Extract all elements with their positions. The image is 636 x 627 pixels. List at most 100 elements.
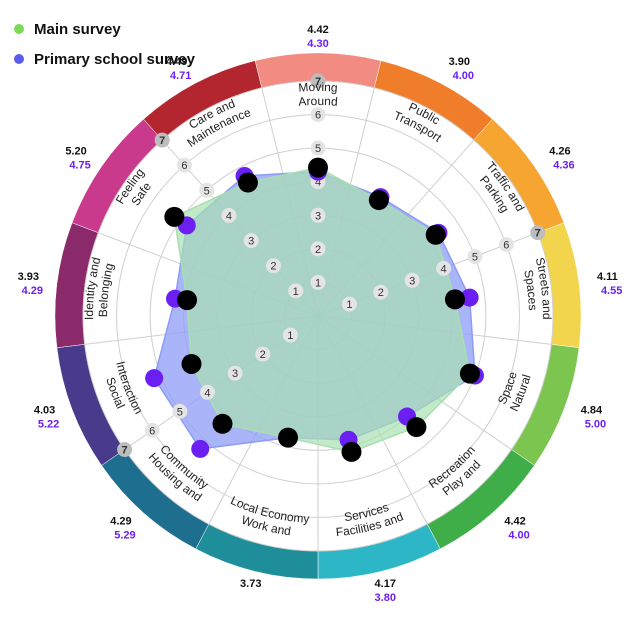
legend-swatch-main xyxy=(14,24,24,34)
scale-tick-label: 1 xyxy=(288,283,304,299)
main-value-label: 4.11 xyxy=(597,271,618,283)
main-point xyxy=(164,206,185,227)
value-label: 4.03 5.22 xyxy=(34,405,59,431)
primary-value-label: 5.29 xyxy=(114,529,135,541)
value-label: 4.49 4.71 xyxy=(166,56,191,82)
scale-tick-label: 5 xyxy=(467,248,483,264)
main-point xyxy=(237,172,258,193)
main-value-label: 4.29 xyxy=(110,515,131,527)
main-value-label: 4.26 xyxy=(549,145,570,157)
value-label: 4.29 5.29 xyxy=(110,515,135,541)
scale-tick-label: 6 xyxy=(176,157,192,173)
main-value-label: 3.90 xyxy=(449,56,470,68)
main-point xyxy=(177,290,198,311)
main-point xyxy=(212,413,233,434)
scale-tick-label: 6 xyxy=(310,107,326,123)
main-value-label: 4.42 xyxy=(307,24,328,36)
svg-text:3: 3 xyxy=(248,236,254,248)
svg-text:2: 2 xyxy=(378,287,384,299)
svg-text:7: 7 xyxy=(122,444,128,456)
main-point xyxy=(181,353,202,374)
main-value-label: 4.03 xyxy=(34,405,55,417)
svg-text:3: 3 xyxy=(232,368,238,380)
main-point xyxy=(368,190,389,211)
main-point xyxy=(425,224,446,245)
scale-tick-label: 6 xyxy=(144,422,160,438)
scale-tick-label: 4 xyxy=(221,207,237,223)
svg-text:7: 7 xyxy=(535,228,541,240)
svg-text:1: 1 xyxy=(287,330,293,342)
scale-tick-label: 5 xyxy=(310,140,326,156)
primary-value-label: 4.75 xyxy=(69,159,90,171)
scale-tick-label: 5 xyxy=(199,182,215,198)
scale-tick-label: 3 xyxy=(310,207,326,223)
svg-text:2: 2 xyxy=(270,261,276,273)
svg-text:2: 2 xyxy=(260,349,266,361)
scale-tick-label: 1 xyxy=(310,274,326,290)
scale-tick-label: 2 xyxy=(265,258,281,274)
primary-value-label: 4.30 xyxy=(307,38,328,50)
value-label: 3.93 4.29 xyxy=(18,271,43,297)
primary-value-label: 5.00 xyxy=(585,419,606,431)
value-label: 4.42 4.30 xyxy=(307,24,328,50)
scale-tick-label: 3 xyxy=(404,272,420,288)
primary-value-label: 3.80 xyxy=(375,592,396,604)
main-value-label: 4.84 xyxy=(581,405,603,417)
main-value-label: 3.73 xyxy=(240,578,261,590)
main-value-label: 4.17 xyxy=(375,578,396,590)
legend-item-main: Main survey xyxy=(14,14,195,44)
primary-value-label: 4.36 xyxy=(553,159,574,171)
svg-text:5: 5 xyxy=(315,143,321,155)
svg-text:4: 4 xyxy=(440,263,446,275)
scale-tick-label: 6 xyxy=(498,237,514,253)
svg-text:1: 1 xyxy=(346,299,352,311)
category-label: Around xyxy=(298,94,338,109)
primary-value-label: 4.29 xyxy=(22,285,43,297)
legend-label-primary: Primary school survey xyxy=(34,50,195,68)
scale-tick-label: 2 xyxy=(310,241,326,257)
main-value-label: 3.93 xyxy=(18,271,39,283)
scale-tick-label: 3 xyxy=(227,365,243,381)
main-value-label: 4.42 xyxy=(504,515,525,527)
svg-text:7: 7 xyxy=(159,135,165,147)
main-point xyxy=(406,417,427,438)
main-point xyxy=(459,363,480,384)
scale-tick-label: 7 xyxy=(154,132,170,148)
svg-text:4: 4 xyxy=(315,177,321,189)
svg-text:2: 2 xyxy=(315,244,321,256)
primary-point xyxy=(145,369,164,388)
value-label: 4.11 4.55 xyxy=(597,271,622,297)
scale-tick-label: 7 xyxy=(310,73,326,89)
svg-text:6: 6 xyxy=(315,110,321,122)
primary-point xyxy=(191,439,210,458)
main-point xyxy=(308,157,328,178)
svg-text:6: 6 xyxy=(181,160,187,172)
main-point xyxy=(341,441,362,462)
value-label: 4.42 4.00 xyxy=(504,515,529,541)
value-label: 3.90 4.00 xyxy=(449,56,474,82)
category-label: Moving xyxy=(298,80,338,95)
value-label: 3.73 xyxy=(240,578,261,590)
svg-text:6: 6 xyxy=(149,425,155,437)
value-label: 4.17 3.80 xyxy=(375,578,396,604)
svg-text:3: 3 xyxy=(409,275,415,287)
value-label: 4.26 4.36 xyxy=(549,145,574,171)
svg-text:5: 5 xyxy=(177,406,183,418)
svg-text:7: 7 xyxy=(315,76,321,88)
scale-tick-label: 4 xyxy=(199,384,215,400)
svg-text:1: 1 xyxy=(293,286,299,298)
svg-text:6: 6 xyxy=(503,240,509,252)
primary-point xyxy=(460,288,479,307)
svg-text:3: 3 xyxy=(315,210,321,222)
scale-tick-label: 3 xyxy=(243,233,259,249)
main-point xyxy=(444,289,465,310)
svg-text:4: 4 xyxy=(226,210,232,222)
scale-tick-label: 4 xyxy=(436,260,452,276)
svg-text:4: 4 xyxy=(204,387,210,399)
main-point xyxy=(278,427,299,448)
value-label: 4.84 5.00 xyxy=(581,405,606,431)
value-label: 5.20 4.75 xyxy=(65,145,90,171)
primary-value-label: 5.22 xyxy=(38,419,59,431)
scale-tick-label: 5 xyxy=(172,403,188,419)
